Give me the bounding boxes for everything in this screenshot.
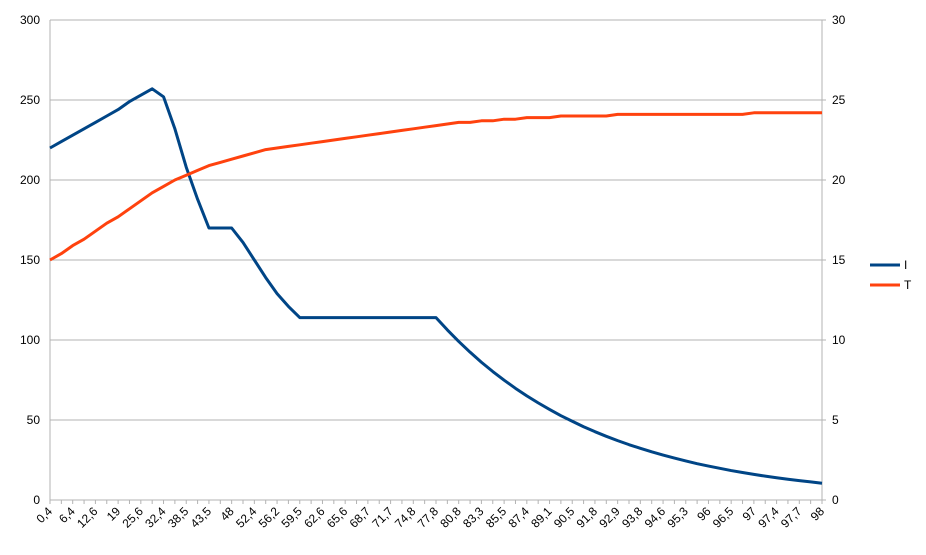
x-tick-label: 77,8 xyxy=(415,504,442,531)
x-tick-label: 97,4 xyxy=(755,504,782,531)
x-tick-label: 83,3 xyxy=(460,504,487,531)
x-tick-label: 71,7 xyxy=(369,504,396,531)
x-tick-label: 12,6 xyxy=(74,504,101,531)
y2-tick-label: 10 xyxy=(832,333,846,347)
x-tick-label: 74,8 xyxy=(392,504,419,531)
legend-label: T xyxy=(904,278,912,292)
legend-label: I xyxy=(904,258,907,272)
x-tick-label: 32,4 xyxy=(142,504,169,531)
x-tick-label: 65,6 xyxy=(324,504,351,531)
x-tick-label: 38,5 xyxy=(165,504,192,531)
y-tick-label: 100 xyxy=(20,333,40,347)
x-tick-label: 89,1 xyxy=(528,504,555,531)
x-tick-label: 52,4 xyxy=(233,504,260,531)
x-tick-label: 98 xyxy=(808,504,828,524)
y2-tick-label: 15 xyxy=(832,253,846,267)
y-tick-label: 250 xyxy=(20,93,40,107)
series-line xyxy=(49,111,822,262)
y2-tick-label: 20 xyxy=(832,173,846,187)
x-tick-label: 90,5 xyxy=(551,504,578,531)
y2-tick-label: 0 xyxy=(832,493,839,507)
x-tick-label: 80,8 xyxy=(437,504,464,531)
x-tick-label: 68,7 xyxy=(347,504,374,531)
x-tick-label: 85,5 xyxy=(483,504,510,531)
y2-tick-label: 30 xyxy=(832,13,846,27)
y-tick-label: 150 xyxy=(20,253,40,267)
x-tick-label: 91,8 xyxy=(574,504,601,531)
x-tick-label: 25,6 xyxy=(120,504,147,531)
x-tick-label: 97,7 xyxy=(778,504,805,531)
y2-tick-label: 25 xyxy=(832,93,846,107)
x-tick-label: 59,5 xyxy=(278,504,305,531)
x-tick-label: 43,5 xyxy=(188,504,215,531)
y-tick-label: 50 xyxy=(27,413,41,427)
y-tick-label: 200 xyxy=(20,173,40,187)
x-tick-label: 96,5 xyxy=(710,504,737,531)
x-tick-label: 87,4 xyxy=(506,504,533,531)
x-tick-label: 0,4 xyxy=(33,504,55,526)
x-tick-label: 95,3 xyxy=(664,504,691,531)
x-tick-label: 56,2 xyxy=(256,504,283,531)
y-tick-label: 300 xyxy=(20,13,40,27)
series-line xyxy=(49,87,823,485)
x-tick-label: 93,8 xyxy=(619,504,646,531)
x-tick-label: 94,6 xyxy=(642,504,669,531)
y-tick-label: 0 xyxy=(33,493,40,507)
x-tick-label: 62,6 xyxy=(301,504,328,531)
y2-tick-label: 5 xyxy=(832,413,839,427)
x-tick-label: 92,9 xyxy=(596,504,623,531)
